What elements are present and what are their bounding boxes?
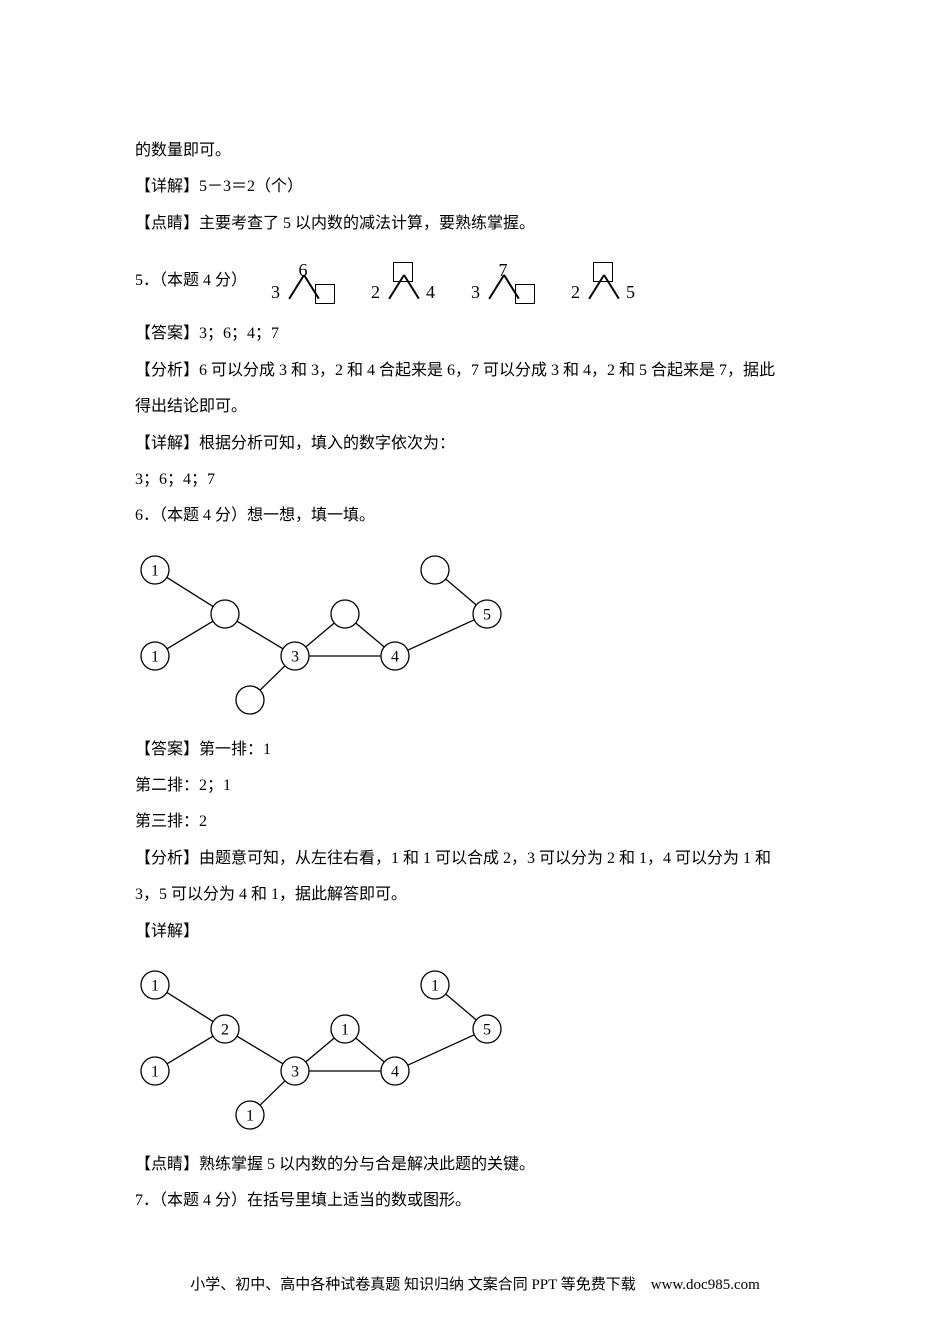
q5-label: 5．（本题 4 分） bbox=[135, 266, 253, 296]
tree-node-label: 3 bbox=[291, 648, 299, 665]
split-pair: 24 bbox=[371, 253, 435, 309]
tree-edge bbox=[167, 992, 213, 1021]
tree-edge bbox=[408, 620, 475, 650]
tree-node bbox=[421, 556, 449, 584]
text-line: 得出结论即可。 bbox=[135, 392, 815, 422]
text-line: 的数量即可。 bbox=[135, 136, 815, 166]
page-body: 的数量即可。 【详解】5－3＝2（个） 【点睛】主要考查了 5 以内数的减法计算… bbox=[0, 0, 950, 1217]
split-pair: 73 bbox=[471, 253, 535, 309]
tree-edge bbox=[446, 994, 477, 1020]
text-line: 【详解】根据分析可知，填入的数字依次为： bbox=[135, 429, 815, 459]
split-top: 7 bbox=[471, 253, 535, 275]
tree-node-label: 5 bbox=[483, 1022, 491, 1039]
split-top bbox=[571, 253, 635, 275]
q7-label: 7．（本题 4 分）在括号里填上适当的数或图形。 bbox=[135, 1186, 815, 1216]
tree-node-label: 1 bbox=[431, 978, 439, 995]
text-line: 【详解】 bbox=[135, 917, 815, 947]
tree-edge bbox=[167, 621, 213, 649]
text-line: 【答案】第一排：1 bbox=[135, 735, 815, 765]
tree-node-label: 1 bbox=[341, 1022, 349, 1039]
tree-node-label: 1 bbox=[246, 1108, 254, 1125]
tree-node-label: 1 bbox=[151, 978, 159, 995]
tree-edge bbox=[260, 665, 285, 689]
tree-edge bbox=[306, 623, 335, 647]
tree-edge bbox=[306, 1038, 335, 1062]
tree-edge bbox=[167, 577, 213, 606]
text-line: 第二排：2；1 bbox=[135, 771, 815, 801]
tree-node-label: 1 bbox=[151, 1064, 159, 1081]
split-top bbox=[371, 253, 435, 275]
text-line: 【点睛】熟练掌握 5 以内数的分与合是解决此题的关键。 bbox=[135, 1150, 815, 1180]
tree-node-label: 4 bbox=[391, 1064, 399, 1081]
tree-node bbox=[236, 686, 264, 714]
tree-edge bbox=[356, 1038, 385, 1062]
tree-node-label: 1 bbox=[151, 648, 159, 665]
split-pair: 63 bbox=[271, 253, 335, 309]
tree-edge bbox=[237, 621, 283, 649]
tree-node-label: 2 bbox=[221, 1022, 229, 1039]
tree-diagram: 1 1 3 4 5 bbox=[135, 548, 535, 723]
text-line: 3；6；4；7 bbox=[135, 465, 815, 495]
tree-edge bbox=[446, 579, 477, 605]
tree-node-label: 1 bbox=[151, 562, 159, 579]
tree-diagram: 1 1 2 3 1 1 4 1 5 bbox=[135, 963, 535, 1138]
text-line: 第三排：2 bbox=[135, 807, 815, 837]
text-line: 【分析】由题意可知，从左往右看，1 和 1 可以合成 2，3 可以分为 2 和 … bbox=[135, 844, 815, 874]
text-line: 【分析】6 可以分成 3 和 3，2 和 4 合起来是 6，7 可以分成 3 和… bbox=[135, 356, 815, 386]
split-right: 5 bbox=[626, 275, 635, 309]
tree-node-label: 3 bbox=[291, 1064, 299, 1081]
text-line: 【点睛】主要考查了 5 以内数的减法计算，要熟练掌握。 bbox=[135, 209, 815, 239]
split-left: 3 bbox=[471, 275, 480, 309]
tree-node-label: 4 bbox=[391, 648, 399, 665]
tree-edge bbox=[408, 1035, 475, 1065]
q5-split-diagrams: 63247325 bbox=[253, 253, 653, 309]
tree-edge bbox=[167, 1036, 213, 1064]
text-line: 【答案】3；6；4；7 bbox=[135, 319, 815, 349]
q6-label: 6．（本题 4 分）想一想，填一填。 bbox=[135, 501, 815, 531]
split-bottom: 3 bbox=[471, 275, 535, 309]
blank-box bbox=[393, 262, 413, 282]
q6-tree-filled: 1 1 2 3 1 1 4 1 5 bbox=[135, 963, 815, 1138]
blank-box bbox=[593, 262, 613, 282]
split-left: 3 bbox=[271, 275, 280, 309]
tree-node bbox=[331, 600, 359, 628]
split-left: 2 bbox=[371, 275, 380, 309]
tree-edge bbox=[237, 1036, 283, 1064]
split-right bbox=[315, 275, 335, 309]
q5-row: 5．（本题 4 分） 63247325 bbox=[135, 253, 815, 309]
split-bottom: 3 bbox=[271, 275, 335, 309]
tree-node-label: 5 bbox=[483, 606, 491, 623]
q6-tree-blank: 1 1 3 4 5 bbox=[135, 548, 815, 723]
blank-box bbox=[315, 284, 335, 304]
text-line: 3，5 可以分为 4 和 1，据此解答即可。 bbox=[135, 880, 815, 910]
tree-edge bbox=[356, 623, 385, 647]
split-pair: 25 bbox=[571, 253, 635, 309]
split-top: 6 bbox=[271, 253, 335, 275]
split-left: 2 bbox=[571, 275, 580, 309]
split-right bbox=[515, 275, 535, 309]
page-footer: 小学、初中、高中各种试卷真题 知识归纳 文案合同 PPT 等免费下载 www.d… bbox=[0, 1273, 950, 1294]
blank-box bbox=[515, 284, 535, 304]
tree-node bbox=[211, 600, 239, 628]
tree-edge bbox=[260, 1081, 285, 1105]
split-right: 4 bbox=[426, 275, 435, 309]
text-line: 【详解】5－3＝2（个） bbox=[135, 172, 815, 202]
